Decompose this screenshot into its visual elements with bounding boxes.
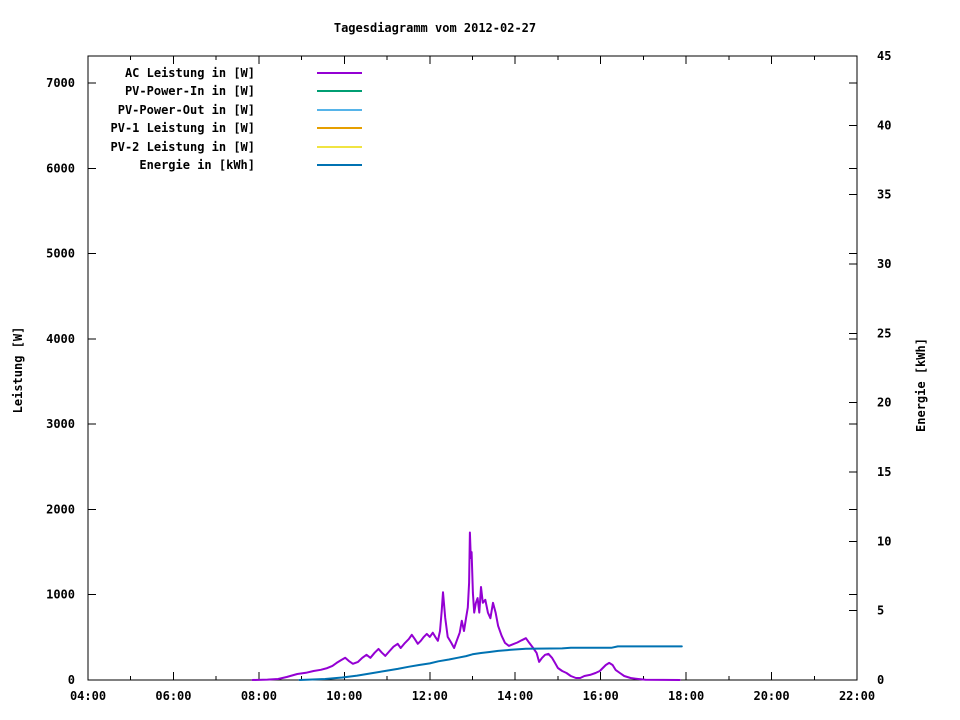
legend-color-line: [317, 145, 362, 148]
legend-item-pv-power-in-in-w: PV-Power-In in [W]: [0, 82, 400, 100]
y2-tick-label: 40: [877, 118, 891, 132]
legend-item-pv-2-leistung-in-w: PV-2 Leistung in [W]: [0, 138, 400, 156]
x-tick-label: 22:00: [839, 689, 875, 703]
chart-title: Tagesdiagramm vom 2012-02-27: [333, 21, 537, 35]
legend-item-label: Energie in [kWh]: [139, 158, 255, 172]
y2-tick-label: 30: [877, 257, 891, 271]
y-tick-label-left: 6000: [46, 161, 75, 175]
legend-color-line: [317, 127, 362, 130]
y2-tick-label: 5: [877, 604, 884, 618]
x-tick-label: 12:00: [412, 689, 448, 703]
legend-item-energie-in-kwh: Energie in [kWh]: [0, 156, 400, 174]
legend-item-pv-power-out-in-w: PV-Power-Out in [W]: [0, 101, 400, 119]
legend-item-label: PV-Power-Out in [W]: [117, 102, 255, 117]
y-tick-label-left: 7000: [46, 76, 75, 90]
x-tick-label: 18:00: [668, 689, 704, 703]
y-tick-label-left: 0: [68, 673, 75, 687]
x-tick-label: 08:00: [241, 689, 277, 703]
legend-color-line: [317, 90, 362, 93]
y2-tick-label: 10: [877, 534, 891, 548]
y2-tick-label: 20: [877, 396, 891, 410]
x-tick-label: 06:00: [155, 689, 191, 703]
legend-color-line: [317, 164, 362, 166]
legend-item-label: PV-Power-In in [W]: [124, 84, 255, 99]
y2-tick-label: 45: [877, 49, 891, 63]
x-tick-label: 16:00: [583, 689, 619, 703]
x-tick-label: 20:00: [753, 689, 789, 703]
y2-tick-label: 15: [877, 465, 891, 479]
y-tick-label-left: 3000: [46, 417, 75, 431]
legend-color-line: [317, 72, 362, 74]
series-line-energie-in-kwh: [298, 645, 683, 681]
y2-tick-label: 25: [877, 326, 891, 340]
x-tick-label: 14:00: [497, 689, 533, 703]
legend-item-pv-1-leistung-in-w: PV-1 Leistung in [W]: [0, 119, 400, 137]
legend-item-label: PV-1 Leistung in [W]: [110, 121, 256, 136]
legend-item-ac-leistung-in-w: AC Leistung in [W]: [0, 64, 400, 82]
y2-tick-label: 35: [877, 188, 891, 202]
y2-tick-label: 0: [877, 673, 884, 687]
legend-item-label: PV-2 Leistung in [W]: [110, 139, 256, 154]
y-tick-label-left: 4000: [46, 332, 75, 346]
y-tick-label-left: 2000: [46, 502, 75, 516]
x-tick-label: 10:00: [326, 689, 362, 703]
series-line-ac-leistung-in-w: [251, 531, 681, 681]
y-tick-label-left: 5000: [46, 247, 75, 261]
legend-item-label: AC Leistung in [W]: [124, 66, 255, 80]
y-tick-label-left: 1000: [46, 588, 75, 602]
legend-color-line: [317, 108, 362, 111]
x-tick-label: 04:00: [70, 689, 106, 703]
